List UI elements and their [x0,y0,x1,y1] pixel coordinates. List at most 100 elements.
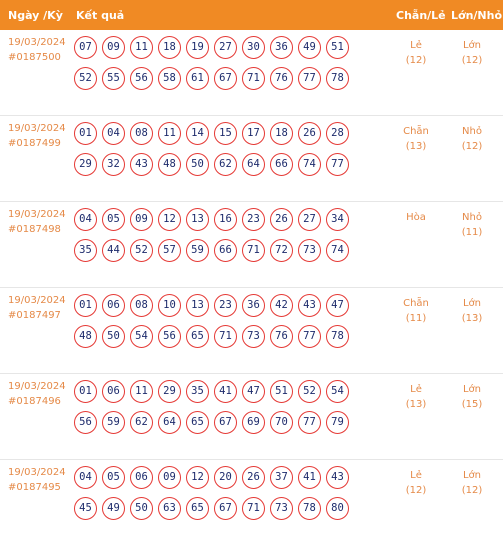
big-small-result: Lớn (12) [447,38,497,68]
number-ball: 04 [102,122,125,145]
number-ball: 18 [270,122,293,145]
number-ball: 27 [298,208,321,231]
big-small-count: (12) [461,141,483,152]
big-small-label: Lớn [462,384,482,395]
draw-period-link[interactable]: #0187500 [8,52,61,63]
number-ball: 51 [270,380,293,403]
number-ball: 47 [242,380,265,403]
number-ball: 59 [186,239,209,262]
even-odd-count: (13) [405,141,427,152]
number-ball: 43 [298,294,321,317]
number-ball: 04 [74,208,97,231]
results-table-header: Ngày /Kỳ Kết quả Chẵn/Lẻ Lớn/Nhỏ [0,0,503,30]
number-ball: 26 [298,122,321,145]
table-row: 19/03/2024 #0187499 01 04 08 11 14 15 17 18 26 28 29… [0,116,503,202]
number-ball: 76 [270,67,293,90]
big-small-count: (11) [461,227,483,238]
number-ball: 15 [214,122,237,145]
number-ball: 74 [298,153,321,176]
number-ball: 43 [326,466,349,489]
draw-date: 19/03/2024 [8,295,66,306]
number-ball: 71 [242,239,265,262]
big-small-count: (12) [461,485,483,496]
draw-period-link[interactable]: #0187495 [8,482,61,493]
number-ball: 32 [102,153,125,176]
number-ball: 76 [270,325,293,348]
number-ball: 26 [270,208,293,231]
even-odd-result: Chẵn (13) [391,124,441,154]
number-ball: 16 [214,208,237,231]
even-odd-label: Chẵn [403,298,429,309]
number-ball: 64 [242,153,265,176]
even-odd-label: Lẻ [410,40,422,51]
number-ball: 11 [130,36,153,59]
result-numbers: 01 06 11 29 35 41 47 51 52 54 56 59 62 64 65 67 69 70 77 79 [74,380,360,442]
number-ball: 73 [242,325,265,348]
big-small-result: Nhỏ (11) [447,210,497,240]
number-ball: 13 [186,294,209,317]
number-ball: 41 [214,380,237,403]
number-ball: 45 [74,497,97,520]
number-ball: 73 [298,239,321,262]
big-small-label: Lớn [462,40,482,51]
header-even-odd: Chẵn/Lẻ [396,9,446,22]
number-ball: 09 [130,208,153,231]
number-ball: 66 [270,153,293,176]
number-ball: 06 [102,380,125,403]
number-ball: 09 [102,36,125,59]
number-ball: 05 [102,208,125,231]
number-ball: 61 [186,67,209,90]
table-row: 19/03/2024 #0187495 04 05 06 09 12 20 26 37 41 43 45… [0,460,503,546]
even-odd-result: Lẻ (12) [391,468,441,498]
number-ball: 23 [242,208,265,231]
number-ball: 01 [74,294,97,317]
big-small-count: (13) [461,313,483,324]
number-ball: 67 [214,67,237,90]
header-date-period: Ngày /Kỳ [8,9,63,22]
number-ball: 04 [74,466,97,489]
big-small-result: Lớn (13) [447,296,497,326]
number-ball: 42 [270,294,293,317]
number-ball: 19 [186,36,209,59]
draw-period-link[interactable]: #0187497 [8,310,61,321]
number-ball: 49 [102,497,125,520]
draw-date: 19/03/2024 [8,209,66,220]
big-small-label: Lớn [462,298,482,309]
number-ball: 78 [326,325,349,348]
big-small-result: Lớn (15) [447,382,497,412]
table-row: 19/03/2024 #0187497 01 06 08 10 13 23 36 42 43 47 48… [0,288,503,374]
number-ball: 36 [242,294,265,317]
table-row: 19/03/2024 #0187500 07 09 11 18 19 27 30 36 49 51 52… [0,30,503,116]
number-ball: 63 [158,497,181,520]
number-ball: 47 [326,294,349,317]
number-ball: 77 [298,67,321,90]
results-table-body: 19/03/2024 #0187500 07 09 11 18 19 27 30 36 49 51 52… [0,30,503,546]
number-ball: 37 [270,466,293,489]
number-ball: 65 [186,411,209,434]
result-numbers: 04 05 09 12 13 16 23 26 27 34 35 44 52 57 59 66 71 72 73 74 [74,208,360,270]
number-ball: 05 [102,466,125,489]
number-ball: 23 [214,294,237,317]
draw-date: 19/03/2024 [8,37,66,48]
draw-period-link[interactable]: #0187498 [8,224,61,235]
number-ball: 70 [270,411,293,434]
number-ball: 71 [242,497,265,520]
number-ball: 26 [242,466,265,489]
number-ball: 77 [298,325,321,348]
number-ball: 62 [130,411,153,434]
number-ball: 56 [130,67,153,90]
number-ball: 54 [326,380,349,403]
big-small-count: (15) [461,399,483,410]
draw-period-link[interactable]: #0187499 [8,138,61,149]
draw-date: 19/03/2024 [8,467,66,478]
number-ball: 07 [74,36,97,59]
number-ball: 59 [102,411,125,434]
result-numbers: 01 06 08 10 13 23 36 42 43 47 48 50 54 56 65 71 73 76 77 78 [74,294,360,356]
number-ball: 08 [130,122,153,145]
draw-period-link[interactable]: #0187496 [8,396,61,407]
number-ball: 43 [130,153,153,176]
even-odd-count: (11) [405,313,427,324]
even-odd-label: Lẻ [410,470,422,481]
number-ball: 14 [186,122,209,145]
header-big-small: Lớn/Nhỏ [451,9,503,22]
